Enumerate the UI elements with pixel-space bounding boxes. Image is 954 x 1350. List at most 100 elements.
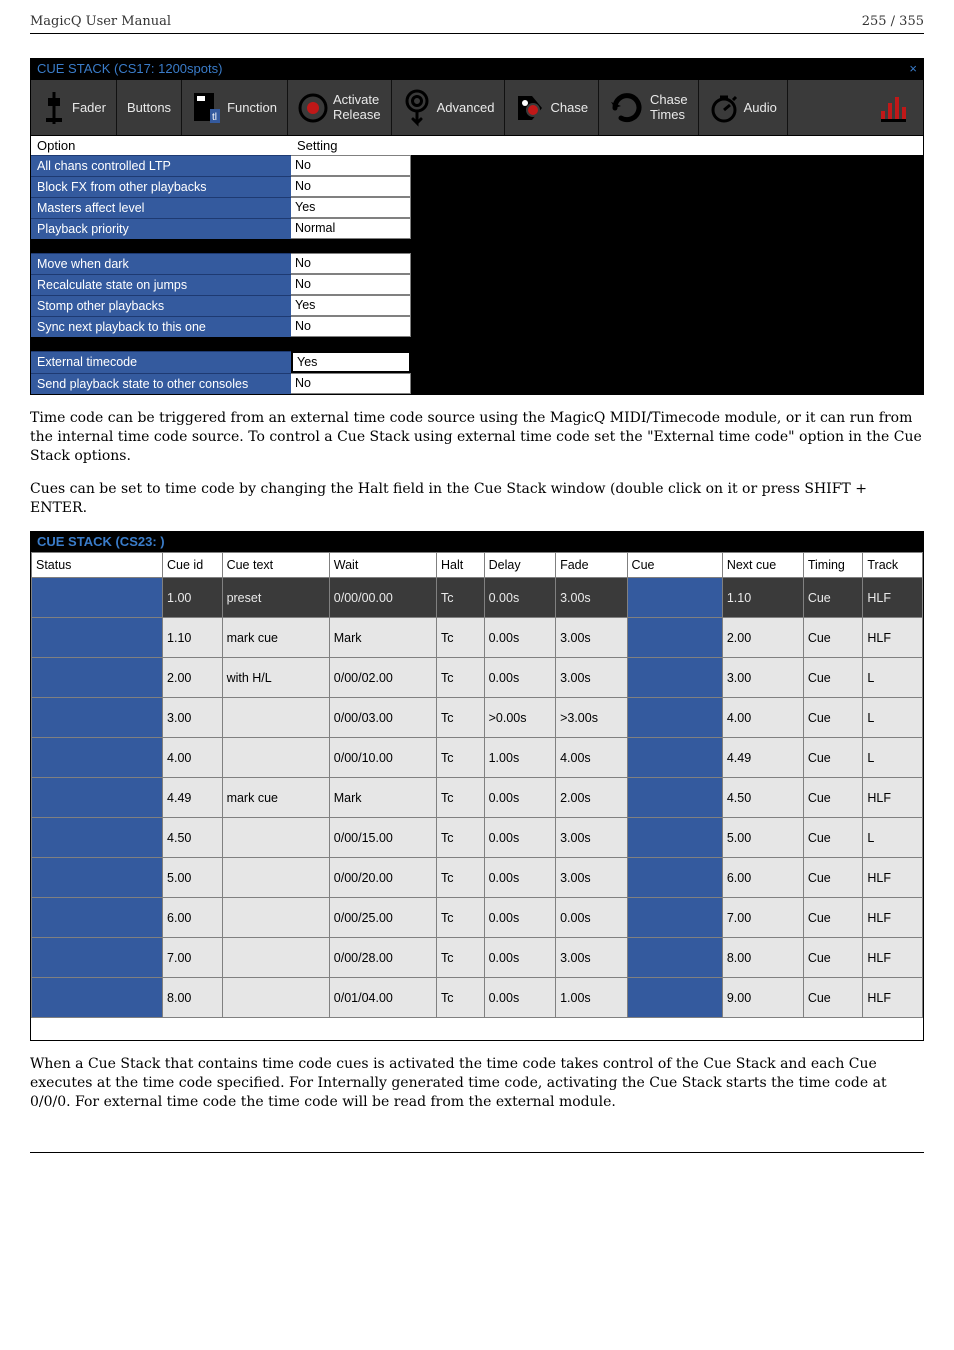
cell-cuetext[interactable] [222,698,329,738]
cell-wait[interactable]: Mark [329,778,436,818]
cell-fade[interactable]: 3.00s [556,818,627,858]
cell-timing[interactable]: Cue [803,698,863,738]
cell-halt[interactable]: Tc [436,938,484,978]
table-row[interactable]: 6.000/00/25.00Tc0.00s0.00s7.00CueHLF [32,898,923,938]
cell-timing[interactable]: Cue [803,578,863,618]
table-row[interactable]: 5.000/00/20.00Tc0.00s3.00s6.00CueHLF [32,858,923,898]
cell-timing[interactable]: Cue [803,858,863,898]
cell-fade[interactable]: 1.00s [556,978,627,1018]
option-value[interactable]: Yes [291,295,411,316]
option-value[interactable]: Yes [291,197,411,218]
cell-halt[interactable]: Tc [436,618,484,658]
cell-cuetext[interactable]: with H/L [222,658,329,698]
tab-audio[interactable]: Audio [699,80,788,135]
cell-track[interactable]: HLF [863,898,923,938]
cell-fade[interactable]: >3.00s [556,698,627,738]
tab-activate-release[interactable]: Activate Release [288,80,392,135]
cell-cueid[interactable]: 8.00 [163,978,223,1018]
cell-next[interactable]: 9.00 [722,978,803,1018]
cell-wait[interactable]: 0/00/20.00 [329,858,436,898]
option-value[interactable]: Normal [291,218,411,239]
cell-fade[interactable]: 4.00s [556,738,627,778]
cell-halt[interactable]: Tc [436,738,484,778]
cell-track[interactable]: L [863,658,923,698]
cell-next[interactable]: 3.00 [722,658,803,698]
cell-cueid[interactable]: 7.00 [163,938,223,978]
cell-cuetext[interactable] [222,978,329,1018]
option-value[interactable]: No [291,253,411,274]
cell-cueid[interactable]: 1.00 [163,578,223,618]
cell-track[interactable]: L [863,818,923,858]
cell-halt[interactable]: Tc [436,818,484,858]
cell-halt[interactable]: Tc [436,658,484,698]
cell-fade[interactable]: 3.00s [556,858,627,898]
cell-cueid[interactable]: 6.00 [163,898,223,938]
cell-track[interactable]: L [863,698,923,738]
cell-fade[interactable]: 3.00s [556,618,627,658]
table-row[interactable]: 8.00 0/01/04.00Tc0.00s1.00s 9.00CueHLF [32,978,923,1018]
table-row[interactable]: 1.10mark cueMarkTc0.00s3.00s2.00CueHLF [32,618,923,658]
cell-halt[interactable]: Tc [436,978,484,1018]
cell-cuetext[interactable]: mark cue [222,778,329,818]
cell-delay[interactable]: 0.00s [484,778,555,818]
cell-next[interactable]: 8.00 [722,938,803,978]
cell-wait[interactable]: 0/00/15.00 [329,818,436,858]
option-value[interactable]: No [291,274,411,295]
option-value[interactable]: No [291,176,411,197]
cell-track[interactable]: HLF [863,978,923,1018]
option-value[interactable]: Yes [291,351,411,373]
tab-bars[interactable] [788,80,923,135]
cell-wait[interactable]: 0/00/10.00 [329,738,436,778]
cell-fade[interactable]: 0.00s [556,898,627,938]
cell-halt[interactable]: Tc [436,698,484,738]
cell-track[interactable]: HLF [863,618,923,658]
cell-next[interactable]: 1.10 [722,578,803,618]
cell-timing[interactable]: Cue [803,938,863,978]
table-row[interactable]: 1.00preset0/00/00.00Tc0.00s3.00s1.10CueH… [32,578,923,618]
cell-fade[interactable]: 3.00s [556,938,627,978]
cell-halt[interactable]: Tc [436,778,484,818]
cell-track[interactable]: HLF [863,778,923,818]
cell-fade[interactable]: 3.00s [556,578,627,618]
cell-delay[interactable]: 1.00s [484,738,555,778]
cell-halt[interactable]: Tc [436,578,484,618]
cell-timing[interactable]: Cue [803,658,863,698]
cell-delay[interactable]: 0.00s [484,858,555,898]
tab-chase-times[interactable]: Chase Times [599,80,699,135]
cell-delay[interactable]: 0.00s [484,618,555,658]
cell-delay[interactable]: 0.00s [484,818,555,858]
option-value[interactable]: No [291,155,411,176]
tab-fader[interactable]: Fader [31,80,117,135]
cell-cuetext[interactable]: mark cue [222,618,329,658]
table-row[interactable]: 4.49mark cueMarkTc0.00s2.00s4.50CueHLF [32,778,923,818]
cell-next[interactable]: 5.00 [722,818,803,858]
cell-delay[interactable]: 0.00s [484,898,555,938]
cell-timing[interactable]: Cue [803,978,863,1018]
cell-timing[interactable]: Cue [803,738,863,778]
cell-next[interactable]: 4.50 [722,778,803,818]
tab-function[interactable]: tl Function [182,80,288,135]
cell-wait[interactable]: Mark [329,618,436,658]
cell-delay[interactable]: 0.00s [484,578,555,618]
cell-delay[interactable]: 0.00s [484,978,555,1018]
cell-halt[interactable]: Tc [436,898,484,938]
cell-cueid[interactable]: 1.10 [163,618,223,658]
tab-chase[interactable]: Chase [505,80,599,135]
cell-next[interactable]: 4.49 [722,738,803,778]
cell-track[interactable]: L [863,738,923,778]
tab-buttons[interactable]: Buttons [117,80,182,135]
cell-delay[interactable]: >0.00s [484,698,555,738]
cell-cueid[interactable]: 4.00 [163,738,223,778]
cell-timing[interactable]: Cue [803,818,863,858]
cell-timing[interactable]: Cue [803,778,863,818]
table-row[interactable]: 4.00 0/00/10.00Tc1.00s4.00s 4.49CueL [32,738,923,778]
cell-timing[interactable]: Cue [803,898,863,938]
cell-delay[interactable]: 0.00s [484,938,555,978]
cell-cuetext[interactable] [222,818,329,858]
table-row[interactable]: 2.00with H/L0/00/02.00Tc0.00s3.00s3.00Cu… [32,658,923,698]
cell-cuetext[interactable]: preset [222,578,329,618]
cell-wait[interactable]: 0/01/04.00 [329,978,436,1018]
cell-track[interactable]: HLF [863,858,923,898]
cell-next[interactable]: 7.00 [722,898,803,938]
cell-fade[interactable]: 2.00s [556,778,627,818]
